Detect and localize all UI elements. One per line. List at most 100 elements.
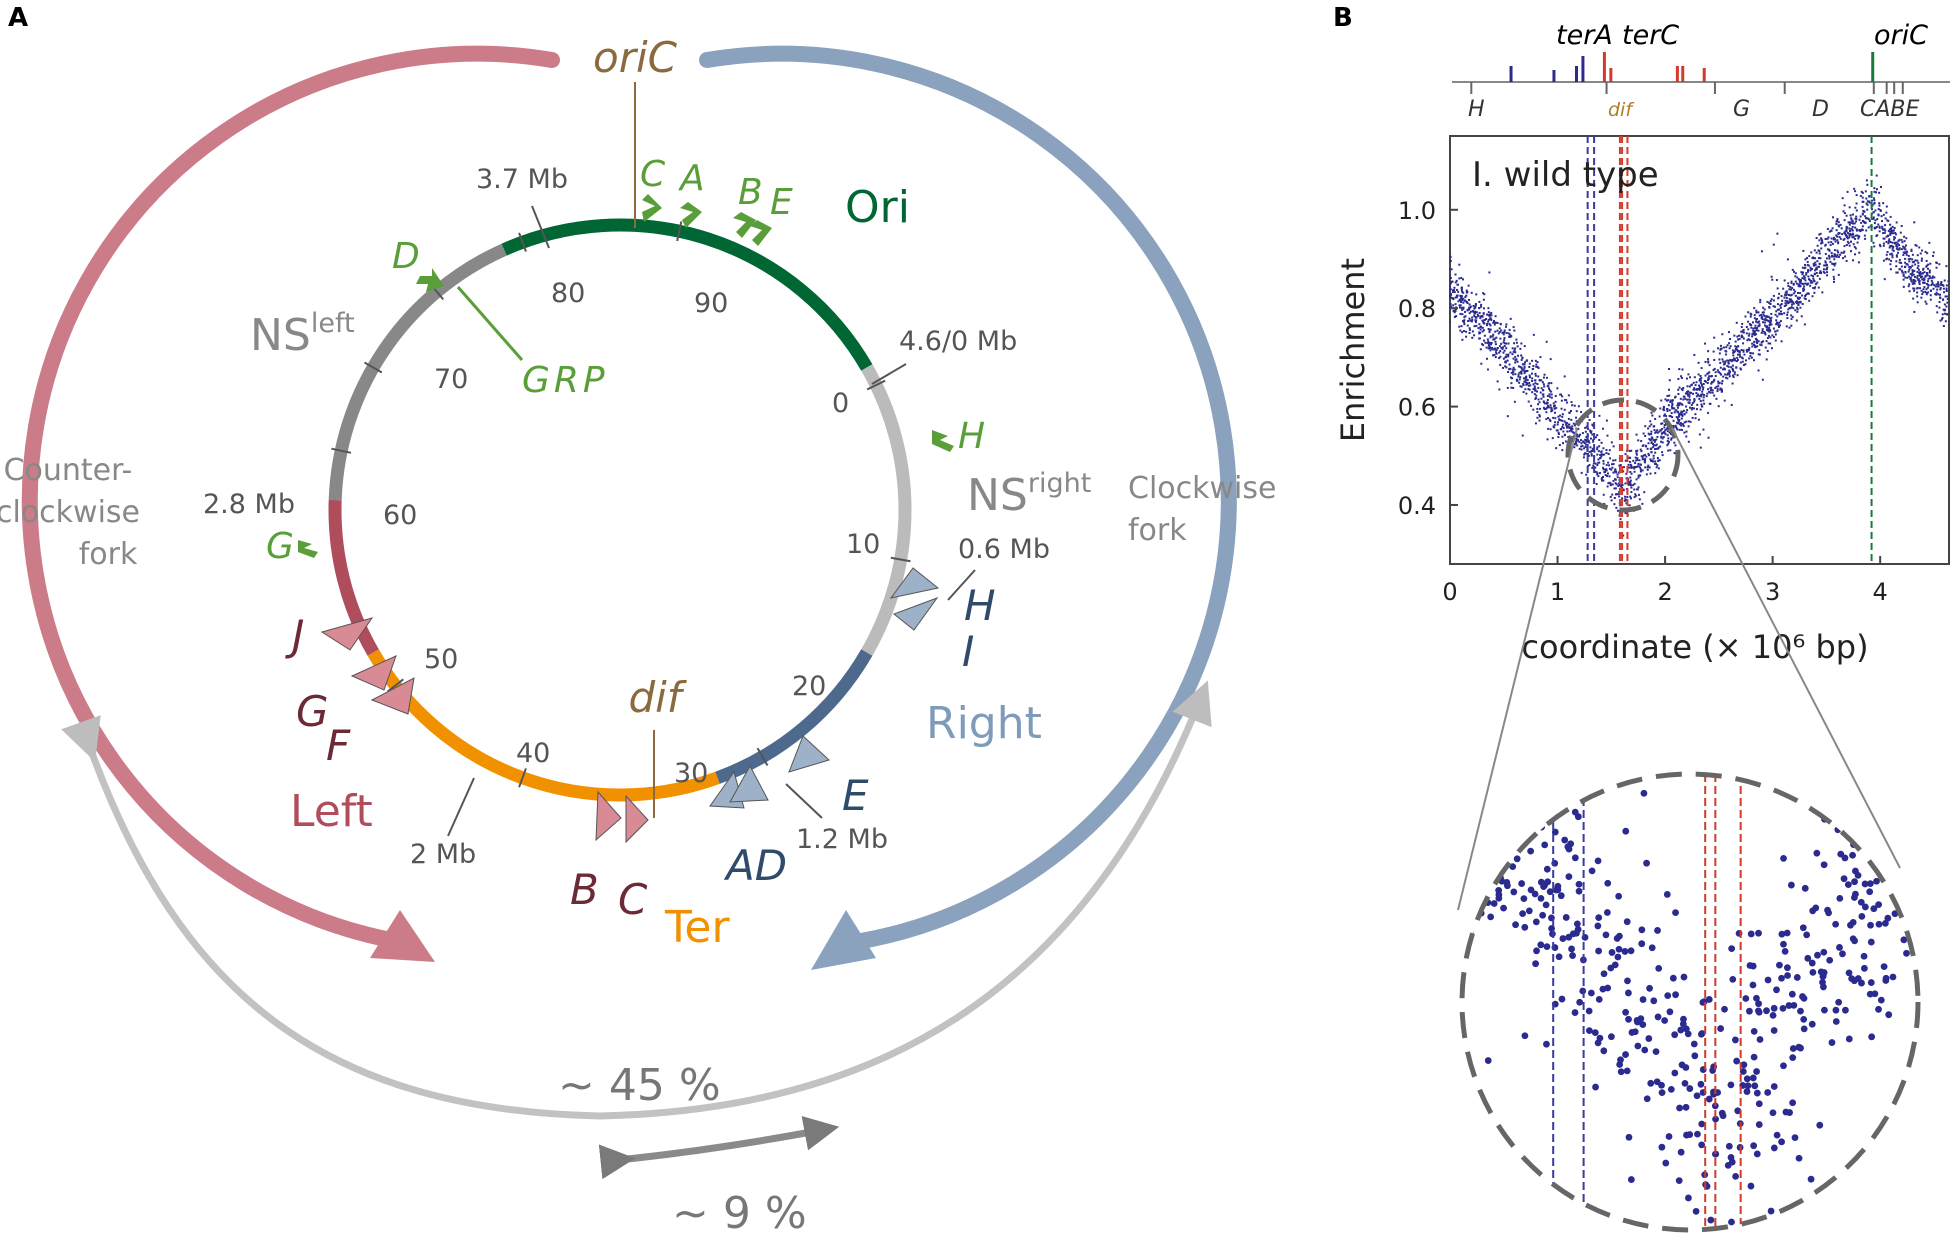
data-point xyxy=(1560,428,1563,431)
plot-title: I. wild type xyxy=(1472,155,1659,195)
data-point xyxy=(1831,242,1834,245)
data-point xyxy=(1770,275,1773,278)
data-point xyxy=(1508,328,1511,331)
data-point xyxy=(1606,472,1609,475)
data-point xyxy=(1848,223,1851,226)
data-point xyxy=(1706,392,1709,395)
data-point xyxy=(1767,329,1770,332)
data-point xyxy=(1852,222,1855,225)
data-point xyxy=(1512,373,1515,376)
data-point xyxy=(1668,368,1671,371)
zoom-data-point xyxy=(1889,973,1897,981)
data-point xyxy=(1916,291,1919,294)
data-point xyxy=(1866,183,1869,186)
data-point xyxy=(1795,319,1798,322)
data-point xyxy=(1729,358,1732,361)
rrn-d-label: D xyxy=(392,236,420,277)
data-point xyxy=(1556,423,1559,426)
zoom-data-point xyxy=(1698,1141,1706,1149)
zoom-data-point xyxy=(1800,1025,1808,1033)
data-point xyxy=(1691,406,1694,409)
data-point xyxy=(1599,453,1602,456)
zoom-data-point xyxy=(1602,931,1610,939)
data-point xyxy=(1851,236,1854,239)
data-point xyxy=(1465,330,1468,333)
data-point xyxy=(1733,334,1736,337)
data-point xyxy=(1604,468,1607,471)
data-point xyxy=(1934,293,1937,296)
data-point xyxy=(1460,286,1463,289)
data-point xyxy=(1611,493,1614,496)
data-point xyxy=(1454,273,1457,276)
data-point xyxy=(1609,495,1612,498)
data-point xyxy=(1817,265,1820,268)
zoom-data-point xyxy=(1497,853,1505,861)
y-tick-label: 0.6 xyxy=(1398,394,1436,422)
data-point xyxy=(1713,336,1716,339)
zoom-data-point xyxy=(1912,846,1918,854)
zoom-data-point xyxy=(1845,969,1853,977)
data-point xyxy=(1835,220,1838,223)
data-point xyxy=(1916,301,1919,304)
data-point xyxy=(1667,388,1670,391)
data-point xyxy=(1732,351,1735,354)
zoom-data-point xyxy=(1646,984,1653,992)
data-point xyxy=(1524,381,1527,384)
data-point xyxy=(1561,395,1564,398)
data-point xyxy=(1843,231,1846,234)
data-point xyxy=(1740,325,1743,328)
data-point xyxy=(1656,464,1659,467)
data-point xyxy=(1863,234,1866,237)
data-point xyxy=(1585,438,1588,441)
data-point xyxy=(1520,372,1523,375)
data-point xyxy=(1945,295,1948,298)
data-point xyxy=(1769,322,1772,325)
data-point xyxy=(1487,328,1490,331)
data-point xyxy=(1789,307,1792,310)
data-point xyxy=(1765,315,1768,318)
zoom-data-point xyxy=(1693,1092,1701,1100)
data-point xyxy=(1914,259,1917,262)
data-point xyxy=(1778,321,1781,324)
data-point xyxy=(1922,267,1925,270)
data-point xyxy=(1830,229,1833,232)
plot-reference-lines xyxy=(1586,136,1873,564)
zoom-data-point xyxy=(1621,948,1629,955)
data-point xyxy=(1772,305,1775,308)
data-point xyxy=(1794,272,1797,275)
genome-track-marks xyxy=(1470,52,1904,94)
data-point xyxy=(1854,206,1857,209)
zoom-data-point xyxy=(1875,901,1883,909)
data-point xyxy=(1488,271,1491,274)
data-point xyxy=(1780,340,1783,343)
data-point xyxy=(1791,315,1794,318)
zoom-data-point xyxy=(1568,945,1575,953)
data-point xyxy=(1826,227,1829,230)
data-point xyxy=(1753,340,1756,343)
data-point xyxy=(1837,255,1840,258)
data-point xyxy=(1535,394,1538,397)
data-point xyxy=(1736,335,1739,338)
data-point xyxy=(1695,408,1698,411)
data-point xyxy=(1895,255,1898,258)
data-point xyxy=(1918,281,1921,284)
data-point xyxy=(1643,491,1646,494)
zoom-data-point xyxy=(1785,1002,1793,1009)
data-point xyxy=(1936,311,1939,314)
data-point xyxy=(1542,400,1545,403)
data-point xyxy=(1518,371,1521,374)
data-point xyxy=(1819,237,1822,240)
data-point xyxy=(1908,260,1911,263)
data-point xyxy=(1699,379,1702,382)
data-point xyxy=(1700,384,1703,387)
data-point xyxy=(1722,375,1725,378)
data-point xyxy=(1522,377,1525,380)
data-point xyxy=(1865,197,1868,200)
data-point xyxy=(1832,280,1835,283)
data-point xyxy=(1803,323,1806,326)
data-point xyxy=(1764,331,1767,334)
data-point xyxy=(1728,373,1731,376)
data-point xyxy=(1571,430,1574,433)
zoom-data-point xyxy=(1832,1018,1840,1025)
data-point xyxy=(1753,330,1756,333)
